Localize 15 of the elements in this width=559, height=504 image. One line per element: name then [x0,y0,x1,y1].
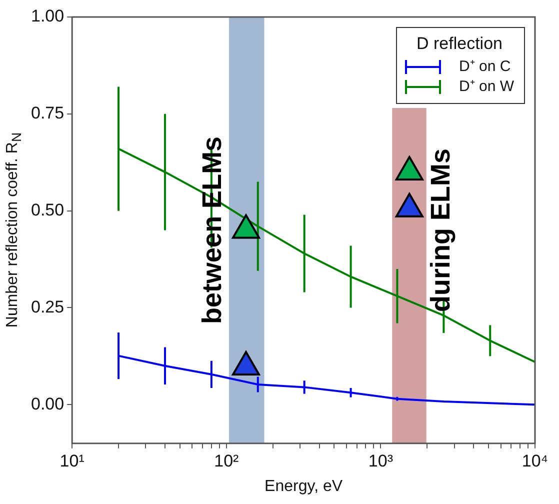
y-tick-label: 0.00 [30,394,64,414]
legend-title: D reflection [416,34,504,54]
legend-label: D⁺ on W [459,77,514,97]
legend-label: D⁺ on C [459,57,511,77]
x-tick-label: 10⁴ [522,451,548,470]
band-label: during ELMs [425,148,456,312]
x-tick-label: 10³ [368,451,394,470]
band-label: between ELMs [196,136,227,324]
x-tick-label: 10² [214,451,240,470]
y-tick-label: 0.25 [30,297,64,316]
y-tick-label: 1.00 [30,6,64,26]
x-tick-label: 10¹ [60,451,85,470]
y-tick-label: 0.75 [30,104,64,123]
y-tick-label: 0.50 [30,200,64,220]
x-axis-title: Energy, eV [264,478,343,495]
